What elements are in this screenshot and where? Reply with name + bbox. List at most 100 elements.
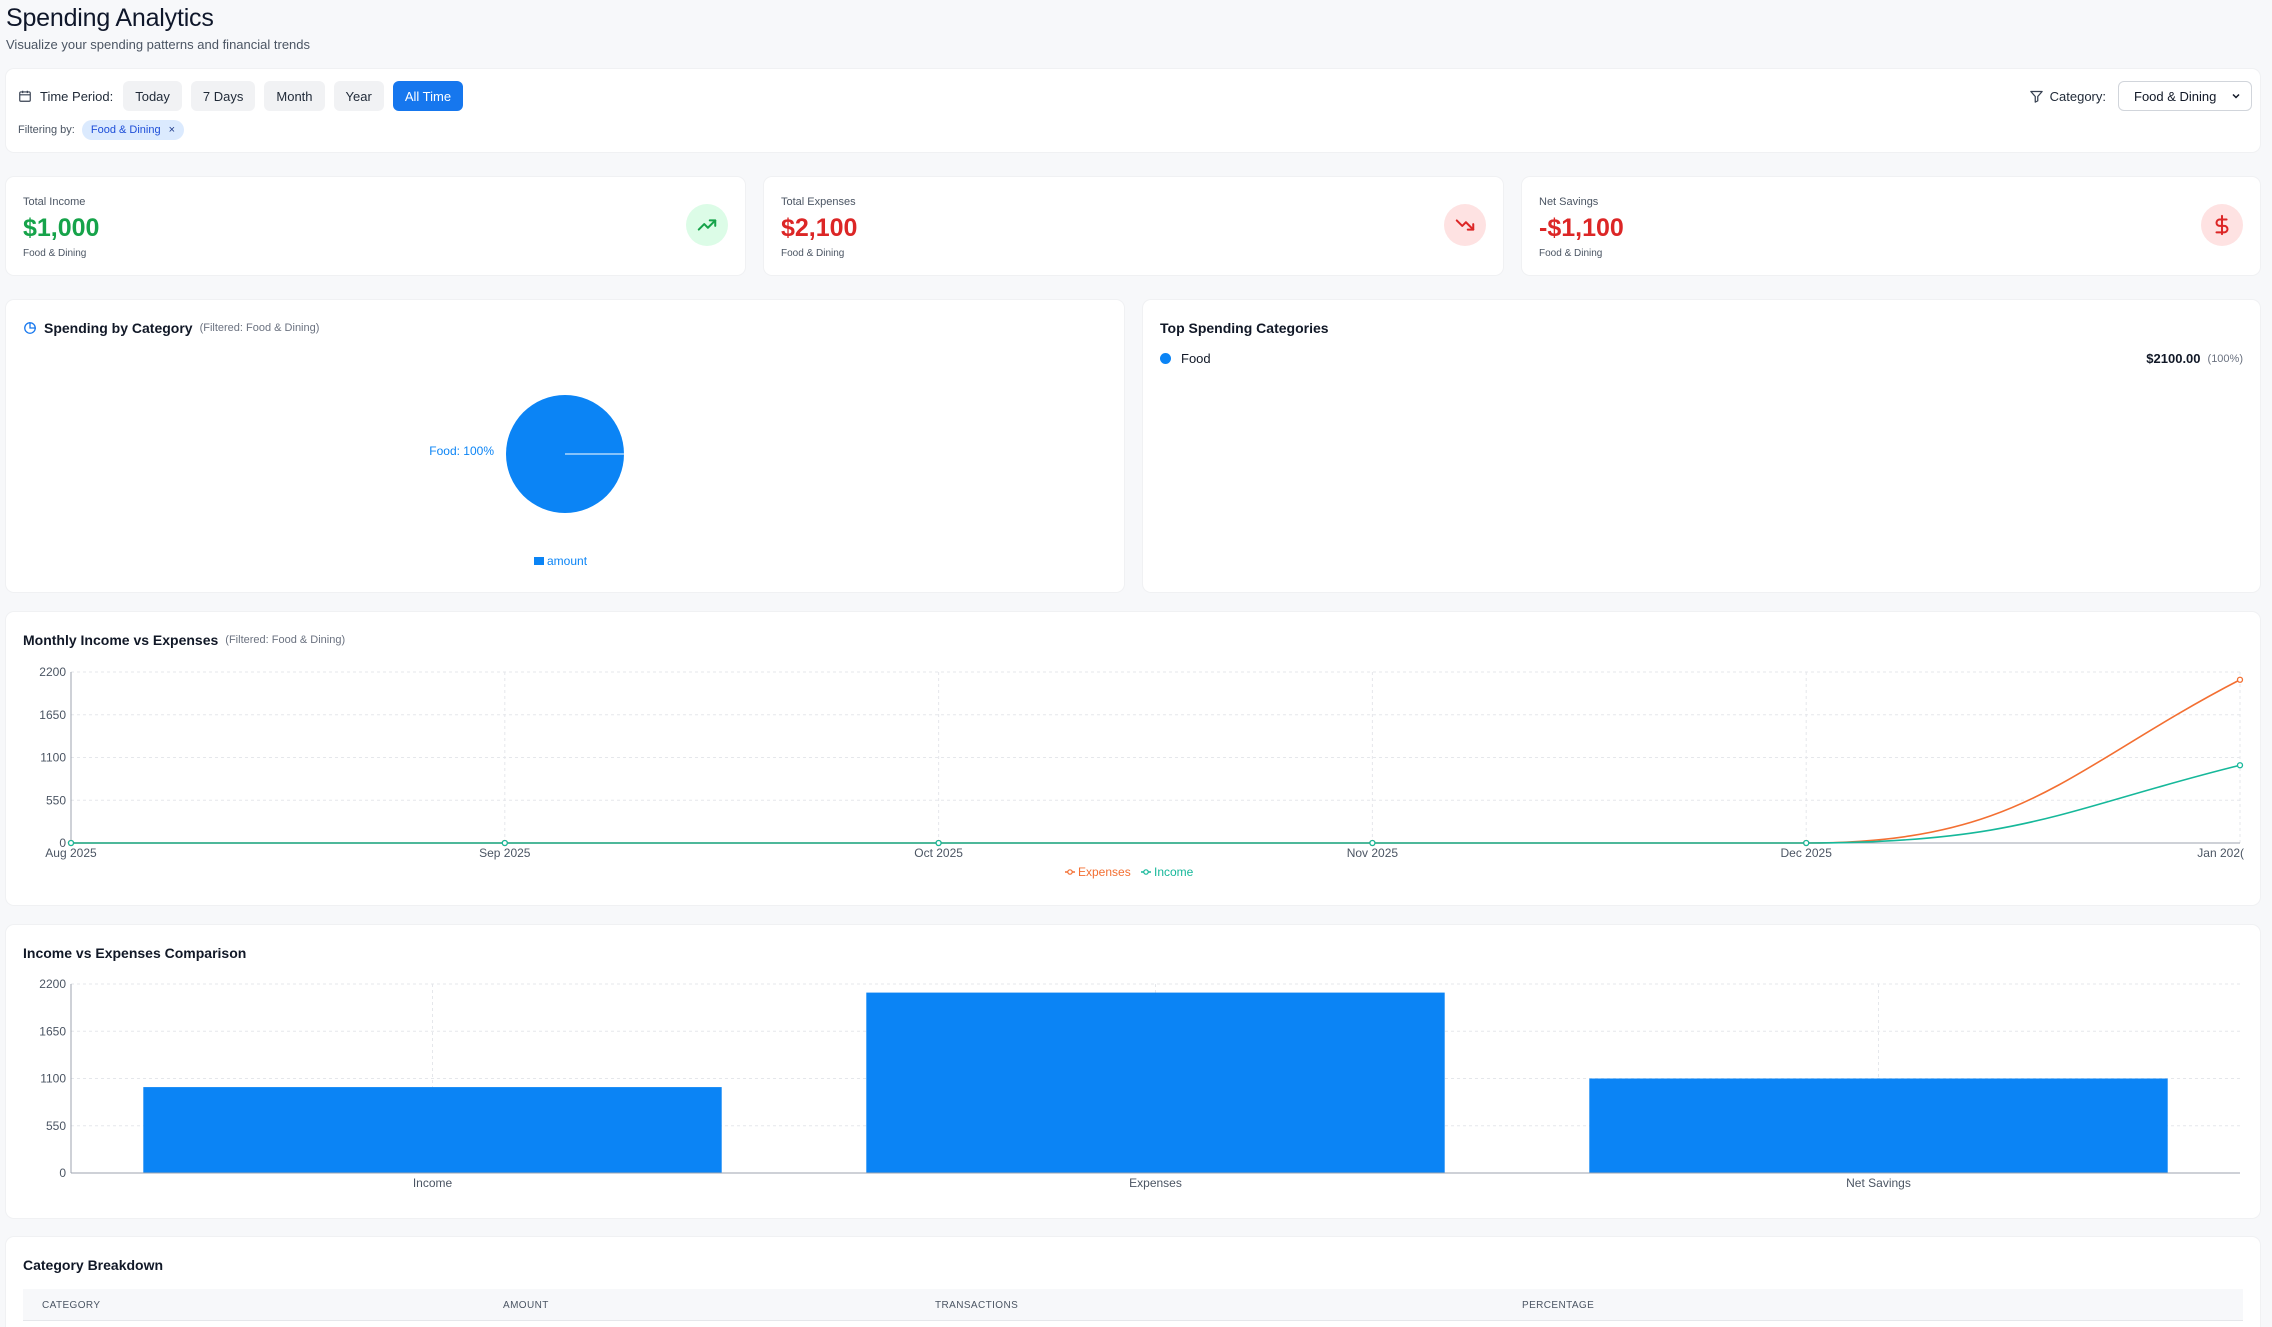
table-header: CATEGORY AMOUNT TRANSACTIONS PERCENTAGE bbox=[23, 1289, 2243, 1321]
column-header-percentage: PERCENTAGE bbox=[1522, 1300, 1595, 1311]
bar-chart: 0 550 1100 1650 2200 Income Expenses Net Saving… bbox=[39, 977, 2240, 1190]
filter-note: (Filtered: Food & Dining) bbox=[225, 634, 346, 646]
x-tick-label: Expenses bbox=[1129, 1176, 1182, 1190]
trending-up-icon bbox=[686, 204, 728, 246]
dollar-sign-icon bbox=[2201, 204, 2243, 246]
page-title: Spending Analytics bbox=[6, 4, 214, 32]
pie-chart-icon bbox=[24, 322, 36, 334]
stat-sub: Food & Dining bbox=[23, 248, 87, 259]
category-select[interactable]: Food & Dining bbox=[2118, 81, 2252, 111]
legend-marker bbox=[1067, 869, 1073, 875]
time-period-group: Time Period: Today 7 Days Month Year All… bbox=[18, 81, 472, 111]
active-filters: Filtering by: Food & Dining × bbox=[18, 120, 185, 140]
x-tick-label: Income bbox=[413, 1176, 453, 1190]
legend-marker bbox=[1143, 869, 1149, 875]
period-all-time-button[interactable]: All Time bbox=[392, 81, 464, 111]
filter-chip-label: Food & Dining bbox=[90, 124, 161, 136]
card-title: Category Breakdown bbox=[23, 1257, 164, 1273]
category-filter: Category: Food & Dining bbox=[2029, 81, 2252, 111]
comparison-card: Income vs Expenses Comparison 0 550 1100 16… bbox=[6, 925, 2260, 1218]
period-today-button[interactable]: Today bbox=[123, 81, 182, 111]
x-tick-label: Jan 202( bbox=[2197, 846, 2244, 860]
page-subtitle: Visualize your spending patterns and fin… bbox=[6, 37, 311, 52]
stat-value: $1,000 bbox=[23, 214, 100, 242]
stat-sub: Food & Dining bbox=[1539, 248, 1603, 259]
page-header: Spending Analytics Visualize your spendi… bbox=[6, 4, 310, 52]
monthly-income-expenses-card: Monthly Income vs Expenses (Filtered: Fo… bbox=[6, 612, 2260, 905]
category-amount: $2100.00 bbox=[2146, 351, 2201, 366]
y-tick-label: 1650 bbox=[39, 1024, 66, 1038]
card-title: Spending by Category (Filtered: Food & D… bbox=[23, 320, 319, 336]
data-point bbox=[67, 839, 75, 847]
x-tick-label: Oct 2025 bbox=[914, 846, 963, 860]
category-color-dot bbox=[1160, 353, 1171, 364]
chevron-down-icon bbox=[2232, 93, 2240, 99]
calendar-icon bbox=[19, 90, 31, 102]
period-year-button[interactable]: Year bbox=[333, 81, 384, 111]
top-spending-card: Top Spending Categories Food $2100.00 (1… bbox=[1143, 300, 2260, 592]
column-header-amount: AMOUNT bbox=[503, 1300, 549, 1311]
stat-label: Total Expenses bbox=[781, 196, 856, 208]
data-point bbox=[2236, 676, 2244, 683]
filter-note: (Filtered: Food & Dining) bbox=[199, 322, 320, 334]
y-tick-label: 550 bbox=[46, 793, 66, 807]
card-title: Income vs Expenses Comparison bbox=[23, 945, 247, 961]
bar bbox=[866, 992, 1445, 1173]
period-7-days-button[interactable]: 7 Days bbox=[190, 81, 256, 111]
x-tick-label: Dec 2025 bbox=[1781, 846, 1833, 860]
y-tick-label: 2200 bbox=[39, 665, 66, 679]
category-breakdown-card: Category Breakdown CATEGORY AMOUNT TRANS… bbox=[6, 1237, 2260, 1327]
stat-value: $2,100 bbox=[781, 214, 858, 242]
data-point bbox=[2236, 762, 2244, 769]
period-month-button[interactable]: Month bbox=[264, 81, 325, 111]
y-tick-label: 550 bbox=[46, 1119, 66, 1133]
list-item: Food $2100.00 (100%) bbox=[1160, 351, 2243, 366]
card-title: Top Spending Categories bbox=[1160, 320, 1329, 336]
filter-bar: Time Period: Today 7 Days Month Year All… bbox=[6, 69, 2260, 152]
y-tick-label: 1650 bbox=[39, 708, 66, 722]
card-title-text: Spending by Category bbox=[44, 320, 193, 336]
category-select-value: Food & Dining bbox=[2134, 88, 2217, 104]
stat-value: -$1,100 bbox=[1539, 214, 1624, 242]
data-point bbox=[935, 839, 942, 847]
y-tick-label: 1100 bbox=[40, 751, 66, 765]
line-chart: 0 550 1100 1650 2200 Aug 2025 Sep 2025 Oct 2025… bbox=[39, 665, 2244, 879]
filter-chip-close-button[interactable]: × bbox=[168, 124, 176, 136]
total-income-card: Total Income $1,000 Food & Dining bbox=[6, 177, 745, 275]
time-period-label: Time Period: bbox=[40, 88, 114, 104]
column-header-category: CATEGORY bbox=[42, 1300, 101, 1311]
column-header-transactions: TRANSACTIONS bbox=[935, 1300, 1019, 1311]
pie-chart: Food: 100% amount bbox=[429, 395, 624, 568]
x-tick-label: Sep 2025 bbox=[479, 846, 531, 860]
spending-by-category-card: Spending by Category (Filtered: Food & D… bbox=[6, 300, 1124, 592]
legend-label: Income bbox=[1154, 865, 1194, 879]
data-point bbox=[1369, 839, 1376, 847]
trending-down-icon bbox=[1444, 204, 1486, 246]
series-line bbox=[71, 679, 2241, 844]
total-expenses-card: Total Expenses $2,100 Food & Dining bbox=[764, 177, 1503, 275]
stat-label: Net Savings bbox=[1539, 196, 1599, 208]
net-savings-card: Net Savings -$1,100 Food & Dining bbox=[1522, 177, 2260, 275]
x-tick-label: Nov 2025 bbox=[1347, 846, 1399, 860]
card-title: Monthly Income vs Expenses (Filtered: Fo… bbox=[23, 632, 345, 648]
stat-sub: Food & Dining bbox=[781, 248, 845, 259]
x-tick-label: Net Savings bbox=[1846, 1176, 1911, 1190]
pie-slice-label: Food: 100% bbox=[429, 444, 494, 458]
card-title-text: Monthly Income vs Expenses bbox=[23, 632, 219, 648]
filter-chip: Food & Dining × bbox=[81, 120, 185, 140]
data-point bbox=[501, 839, 508, 847]
y-tick-label: 1100 bbox=[40, 1072, 66, 1086]
filter-icon bbox=[2029, 90, 2043, 103]
bar bbox=[143, 1087, 722, 1173]
y-tick-label: 2200 bbox=[39, 977, 66, 991]
bar bbox=[1589, 1078, 2168, 1173]
y-tick-label: 0 bbox=[59, 836, 66, 850]
x-tick-label: Aug 2025 bbox=[45, 846, 97, 860]
legend-label: amount bbox=[547, 554, 588, 568]
data-point bbox=[1803, 839, 1810, 847]
legend-label: Expenses bbox=[1078, 865, 1131, 879]
category-percent: (100%) bbox=[2207, 352, 2243, 365]
category-label: Category: bbox=[2049, 88, 2106, 104]
category-name: Food bbox=[1181, 351, 1211, 366]
legend-swatch bbox=[534, 557, 544, 565]
